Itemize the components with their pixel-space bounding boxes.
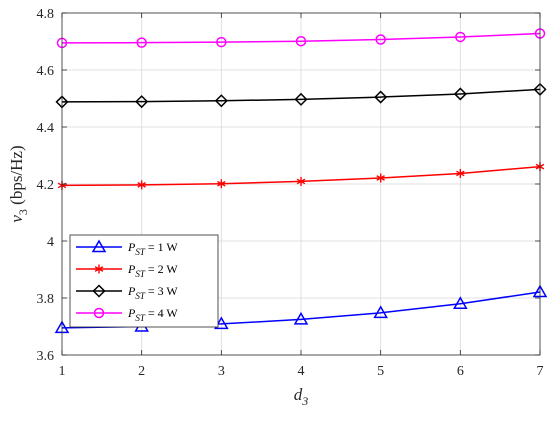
y-tick-label: 3.6 [37, 349, 55, 364]
triangle-marker [91, 239, 107, 253]
diamond-marker [374, 90, 388, 104]
circle-marker [136, 37, 147, 48]
legend-entry: PST = 4 W [76, 306, 178, 323]
diamond-marker [214, 94, 228, 108]
x-tick-label: 7 [537, 364, 544, 379]
triangle-marker [293, 311, 309, 325]
y-tick-label: 4 [47, 235, 54, 250]
diamond-marker [92, 284, 106, 298]
legend: PST = 1 W PST = 2 W PST = 3 W PST = 4 W [69, 234, 219, 328]
legend-label: PST = 1 W [127, 240, 178, 257]
x-tick-label: 2 [138, 364, 145, 379]
asterisk-marker [217, 179, 226, 189]
series-line [61, 88, 541, 103]
legend-entry: PST = 3 W [76, 284, 178, 301]
y-tick-label: 4.4 [37, 121, 55, 136]
legend-entry: PST = 1 W [76, 239, 178, 257]
x-tick-label: 4 [298, 364, 305, 379]
legend-label: PST = 2 W [127, 262, 178, 279]
asterisk-marker [456, 168, 465, 178]
asterisk-marker [94, 264, 104, 274]
circle-marker [216, 36, 227, 48]
diamond-marker [135, 95, 149, 109]
x-tick-label: 3 [218, 364, 225, 379]
y-tick-label: 4.2 [37, 178, 55, 193]
y-tick-label: 3.8 [37, 292, 55, 307]
x-tick-label: 1 [59, 364, 66, 379]
diamond-marker [294, 92, 308, 106]
triangle-marker [453, 296, 468, 309]
y-tick-label: 4.8 [37, 7, 55, 22]
circle-marker [455, 31, 466, 43]
y-tick-label: 4.6 [37, 64, 55, 79]
circle-marker [375, 34, 386, 45]
legend-label: PST = 3 W [127, 284, 178, 301]
legend-entry: PST = 2 W [76, 262, 178, 279]
ticks: 1 2 3 4 5 6 7 3.6 3.8 4 4.2 4.4 4.6 4.8 [37, 7, 544, 379]
x-tick-label: 5 [377, 364, 384, 379]
triangle-marker [373, 305, 388, 319]
asterisk-marker [376, 173, 385, 183]
x-axis-label: d3 [294, 385, 309, 408]
y-axis-label: v3 (bps/Hz) [7, 145, 30, 222]
series-line [61, 32, 541, 44]
x-tick-label: 6 [457, 364, 464, 379]
asterisk-marker [296, 176, 306, 186]
asterisk-marker [137, 180, 146, 190]
legend-label: PST = 4 W [127, 306, 178, 323]
circle-marker [93, 307, 105, 319]
diamond-marker [453, 87, 467, 101]
circle-marker [295, 35, 307, 47]
